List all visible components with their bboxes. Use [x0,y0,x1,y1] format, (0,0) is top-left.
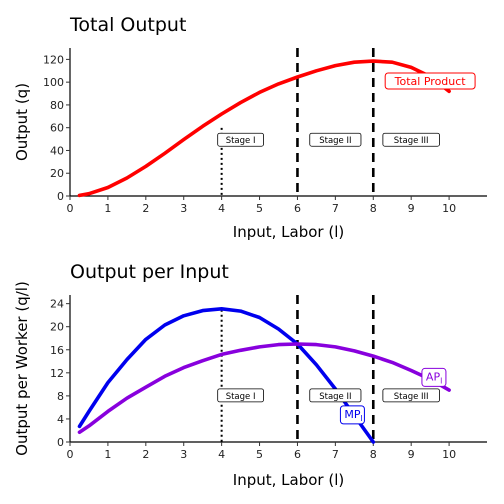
bottom-x-tick-label: 0 [67,448,74,461]
top-series-label: Total Product [384,72,476,90]
top-y-tick-label: 20 [50,167,64,180]
bottom-series-mp [77,307,376,444]
bottom-x-tick-label: 6 [294,448,301,461]
bottom-series-label-mp: MPl [339,405,365,425]
bottom-x-tick-label: 2 [142,448,149,461]
bottom-series-ap [77,342,451,434]
bottom-y-tick-label: 8 [57,390,64,403]
top-y-tick-label: 100 [43,76,64,89]
bottom-y-tick-label: 0 [57,436,64,449]
bottom-y-tick-label: 4 [57,413,64,426]
bottom-x-tick-label: 5 [256,448,263,461]
bottom-y-tick-label: 16 [50,344,64,357]
top-x-tick-label: 6 [294,202,301,215]
top-stage-label-box [309,132,362,147]
bottom-y-tick-label: 12 [50,367,64,380]
top-x-tick-label: 1 [104,202,111,215]
bottom-x-axis-label: Input, Labor (l) [233,471,344,489]
top-stage-label-box [217,132,264,147]
bottom-x-tick-label: 8 [370,448,377,461]
bottom-x-tick-label: 1 [104,448,111,461]
top-stage-label-text: Stage III [394,136,429,146]
top-x-tick-label: 3 [180,202,187,215]
bottom-stage-label-3: Stage III [382,388,440,403]
bottom-y-tick-label: 20 [50,321,64,334]
top-x-tick-label: 10 [442,202,456,215]
top-stage-label-2: Stage II [309,132,362,147]
top-stage-label-3: Stage III [382,132,440,147]
bottom-series-label-ap: APl [421,367,447,387]
top-y-tick-label: 40 [50,144,64,157]
bottom-x-tick-label: 3 [180,448,187,461]
bottom-series-label-box [339,405,365,425]
bottom-stage-label-text: Stage II [319,392,351,402]
bottom-chart-title: Output per Input [70,261,229,283]
top-y-tick-label: 0 [57,190,64,203]
bottom-y-tick-label: 24 [50,298,64,311]
bottom-stage-label-1: Stage I [217,388,264,403]
bottom-stage-label-2: Stage II [309,388,362,403]
bottom-stage-label-text: Stage I [226,392,256,402]
top-x-tick-label: 8 [370,202,377,215]
bottom-stage-label-box [382,388,440,403]
top-y-axis-label: Output (q) [13,83,31,161]
bottom-x-tick-label: 4 [218,448,225,461]
top-x-tick-label: 5 [256,202,263,215]
top-series-label-text: Total Product [394,75,467,88]
top-series-label-box [384,72,476,90]
top-chart-title: Total Output [69,14,186,36]
bottom-stage-label-box [309,388,362,403]
bottom-stage-label-box [217,388,264,403]
top-y-tick-label: 80 [50,99,64,112]
bottom-series-label-box [421,367,447,387]
top-stage-label-text: Stage I [226,136,256,146]
top-x-axis-label: Input, Labor (l) [233,223,344,241]
bottom-x-tick-label: 10 [442,448,456,461]
top-x-tick-label: 4 [218,202,225,215]
bottom-series-label-text: APl [426,370,442,385]
bottom-y-axis-label: Output per Worker (q/l) [13,281,31,456]
bottom-stage-label-text: Stage III [394,392,429,402]
top-x-tick-label: 2 [142,202,149,215]
bottom-x-tick-label: 7 [332,448,339,461]
top-x-tick-label: 7 [332,202,339,215]
top-x-tick-label: 0 [67,202,74,215]
top-x-tick-label: 9 [408,202,415,215]
top-stage-label-box [382,132,440,147]
bottom-series-label-text: MPl [344,408,362,423]
top-stage-label-1: Stage I [217,132,264,147]
bottom-x-tick-label: 9 [408,448,415,461]
top-series-total-product [77,59,451,198]
top-y-tick-label: 120 [43,53,64,66]
top-stage-label-text: Stage II [319,136,351,146]
top-y-tick-label: 60 [50,122,64,135]
